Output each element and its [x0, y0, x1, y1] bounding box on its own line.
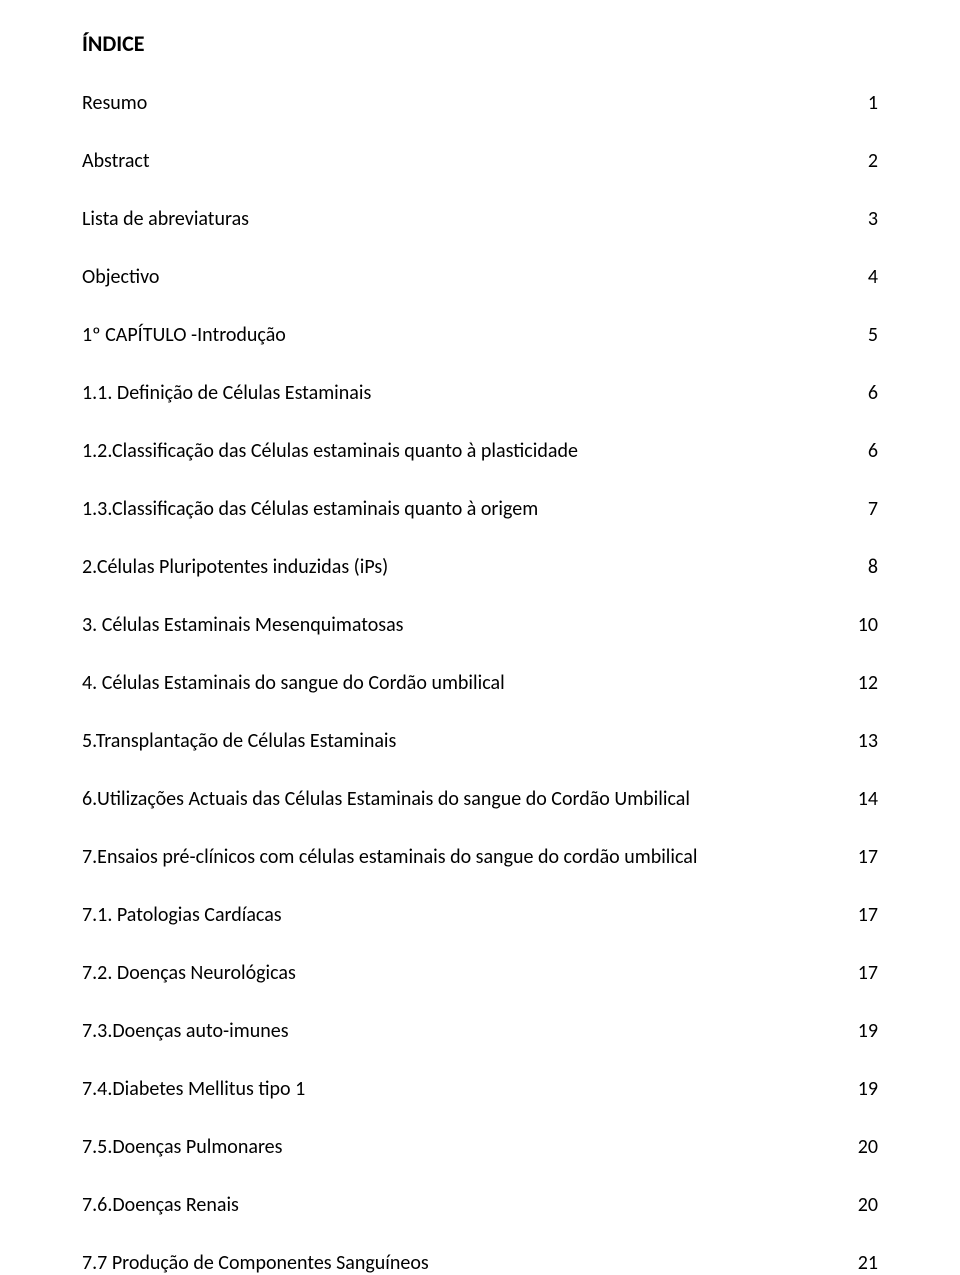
toc-entry: Lista de abreviaturas 3	[82, 207, 878, 231]
toc-entry: 7.7 Produção de Componentes Sanguíneos 2…	[82, 1251, 878, 1275]
toc-entry: 7.Ensaios pré-clínicos com células estam…	[82, 845, 878, 869]
toc-entry: 7.4.Diabetes Mellitus tipo 1 19	[82, 1077, 878, 1101]
toc-entry: 7.3.Doenças auto-imunes 19	[82, 1019, 878, 1043]
toc-entry: 1.2.Classificação das Células estaminais…	[82, 439, 878, 463]
toc-entry-page: 6	[868, 381, 878, 405]
toc-entry-label: 2.Células Pluripotentes induzidas (iPs)	[82, 555, 388, 579]
toc-entry: 1.3.Classificação das Células estaminais…	[82, 497, 878, 521]
toc-entry-page: 4	[868, 265, 878, 289]
toc-entry-label: 1.1. Definição de Células Estaminais	[82, 381, 371, 405]
toc-entry-page: 19	[858, 1019, 878, 1043]
toc-entry-page: 5	[868, 323, 878, 347]
toc-entry: 7.5.Doenças Pulmonares 20	[82, 1135, 878, 1159]
toc-entry: 5.Transplantação de Células Estaminais 1…	[82, 729, 878, 753]
toc-entry-label: 7.4.Diabetes Mellitus tipo 1	[82, 1077, 305, 1101]
toc-entry-label: 7.Ensaios pré-clínicos com células estam…	[82, 845, 697, 869]
toc-entry-label: 7.2. Doenças Neurológicas	[82, 961, 296, 985]
toc-entry-page: 3	[868, 207, 878, 231]
toc-entry-page: 19	[858, 1077, 878, 1101]
toc-entry-label: 3. Células Estaminais Mesenquimatosas	[82, 613, 404, 637]
toc-entry-page: 1	[868, 91, 878, 115]
table-of-contents: Resumo 1 Abstract 2 Lista de abreviaturas 3 Ob…	[82, 91, 878, 1275]
toc-entry: 7.1. Patologias Cardíacas 17	[82, 903, 878, 927]
toc-entry-page: 20	[858, 1193, 878, 1217]
toc-entry-page: 10	[858, 613, 878, 637]
toc-entry-label: Resumo	[82, 91, 147, 115]
toc-entry-page: 12	[858, 671, 878, 695]
toc-entry-label: 4. Células Estaminais do sangue do Cordã…	[82, 671, 505, 695]
toc-entry-page: 17	[858, 903, 878, 927]
toc-entry-page: 14	[858, 787, 878, 811]
toc-entry-page: 13	[858, 729, 878, 753]
toc-entry: 7.6.Doenças Renais 20	[82, 1193, 878, 1217]
toc-entry: 4. Células Estaminais do sangue do Cordã…	[82, 671, 878, 695]
toc-entry-label: 7.1. Patologias Cardíacas	[82, 903, 282, 927]
toc-entry-label: 1.3.Classificação das Células estaminais…	[82, 497, 538, 521]
toc-entry: Abstract 2	[82, 149, 878, 173]
toc-entry: 3. Células Estaminais Mesenquimatosas 10	[82, 613, 878, 637]
toc-entry: 7.2. Doenças Neurológicas 17	[82, 961, 878, 985]
toc-entry-label: Abstract	[82, 149, 150, 173]
toc-entry-page: 6	[868, 439, 878, 463]
toc-entry-label: Lista de abreviaturas	[82, 207, 249, 231]
toc-entry: 2.Células Pluripotentes induzidas (iPs) 8	[82, 555, 878, 579]
toc-entry-label: 6.Utilizações Actuais das Células Estami…	[82, 787, 690, 811]
page-title: ÍNDICE	[82, 30, 878, 57]
toc-entry: 1º CAPÍTULO -Introdução 5	[82, 323, 878, 347]
toc-entry: 6.Utilizações Actuais das Células Estami…	[82, 787, 878, 811]
toc-entry-label: 1º CAPÍTULO -Introdução	[82, 323, 286, 347]
toc-entry: 1.1. Definição de Células Estaminais 6	[82, 381, 878, 405]
toc-entry-label: 7.3.Doenças auto-imunes	[82, 1019, 289, 1043]
toc-entry-label: 1.2.Classificação das Células estaminais…	[82, 439, 578, 463]
toc-entry-label: 5.Transplantação de Células Estaminais	[82, 729, 396, 753]
toc-entry-page: 8	[868, 555, 878, 579]
toc-entry: Objectivo 4	[82, 265, 878, 289]
toc-entry-page: 20	[858, 1135, 878, 1159]
toc-entry-page: 2	[868, 149, 878, 173]
toc-entry-page: 21	[858, 1251, 878, 1275]
toc-entry-label: 7.7 Produção de Componentes Sanguíneos	[82, 1251, 429, 1275]
toc-entry-page: 17	[858, 961, 878, 985]
toc-entry-page: 7	[868, 497, 878, 521]
toc-entry-label: 7.5.Doenças Pulmonares	[82, 1135, 282, 1159]
toc-entry: Resumo 1	[82, 91, 878, 115]
toc-entry-label: Objectivo	[82, 265, 159, 289]
toc-entry-label: 7.6.Doenças Renais	[82, 1193, 239, 1217]
toc-entry-page: 17	[858, 845, 878, 869]
